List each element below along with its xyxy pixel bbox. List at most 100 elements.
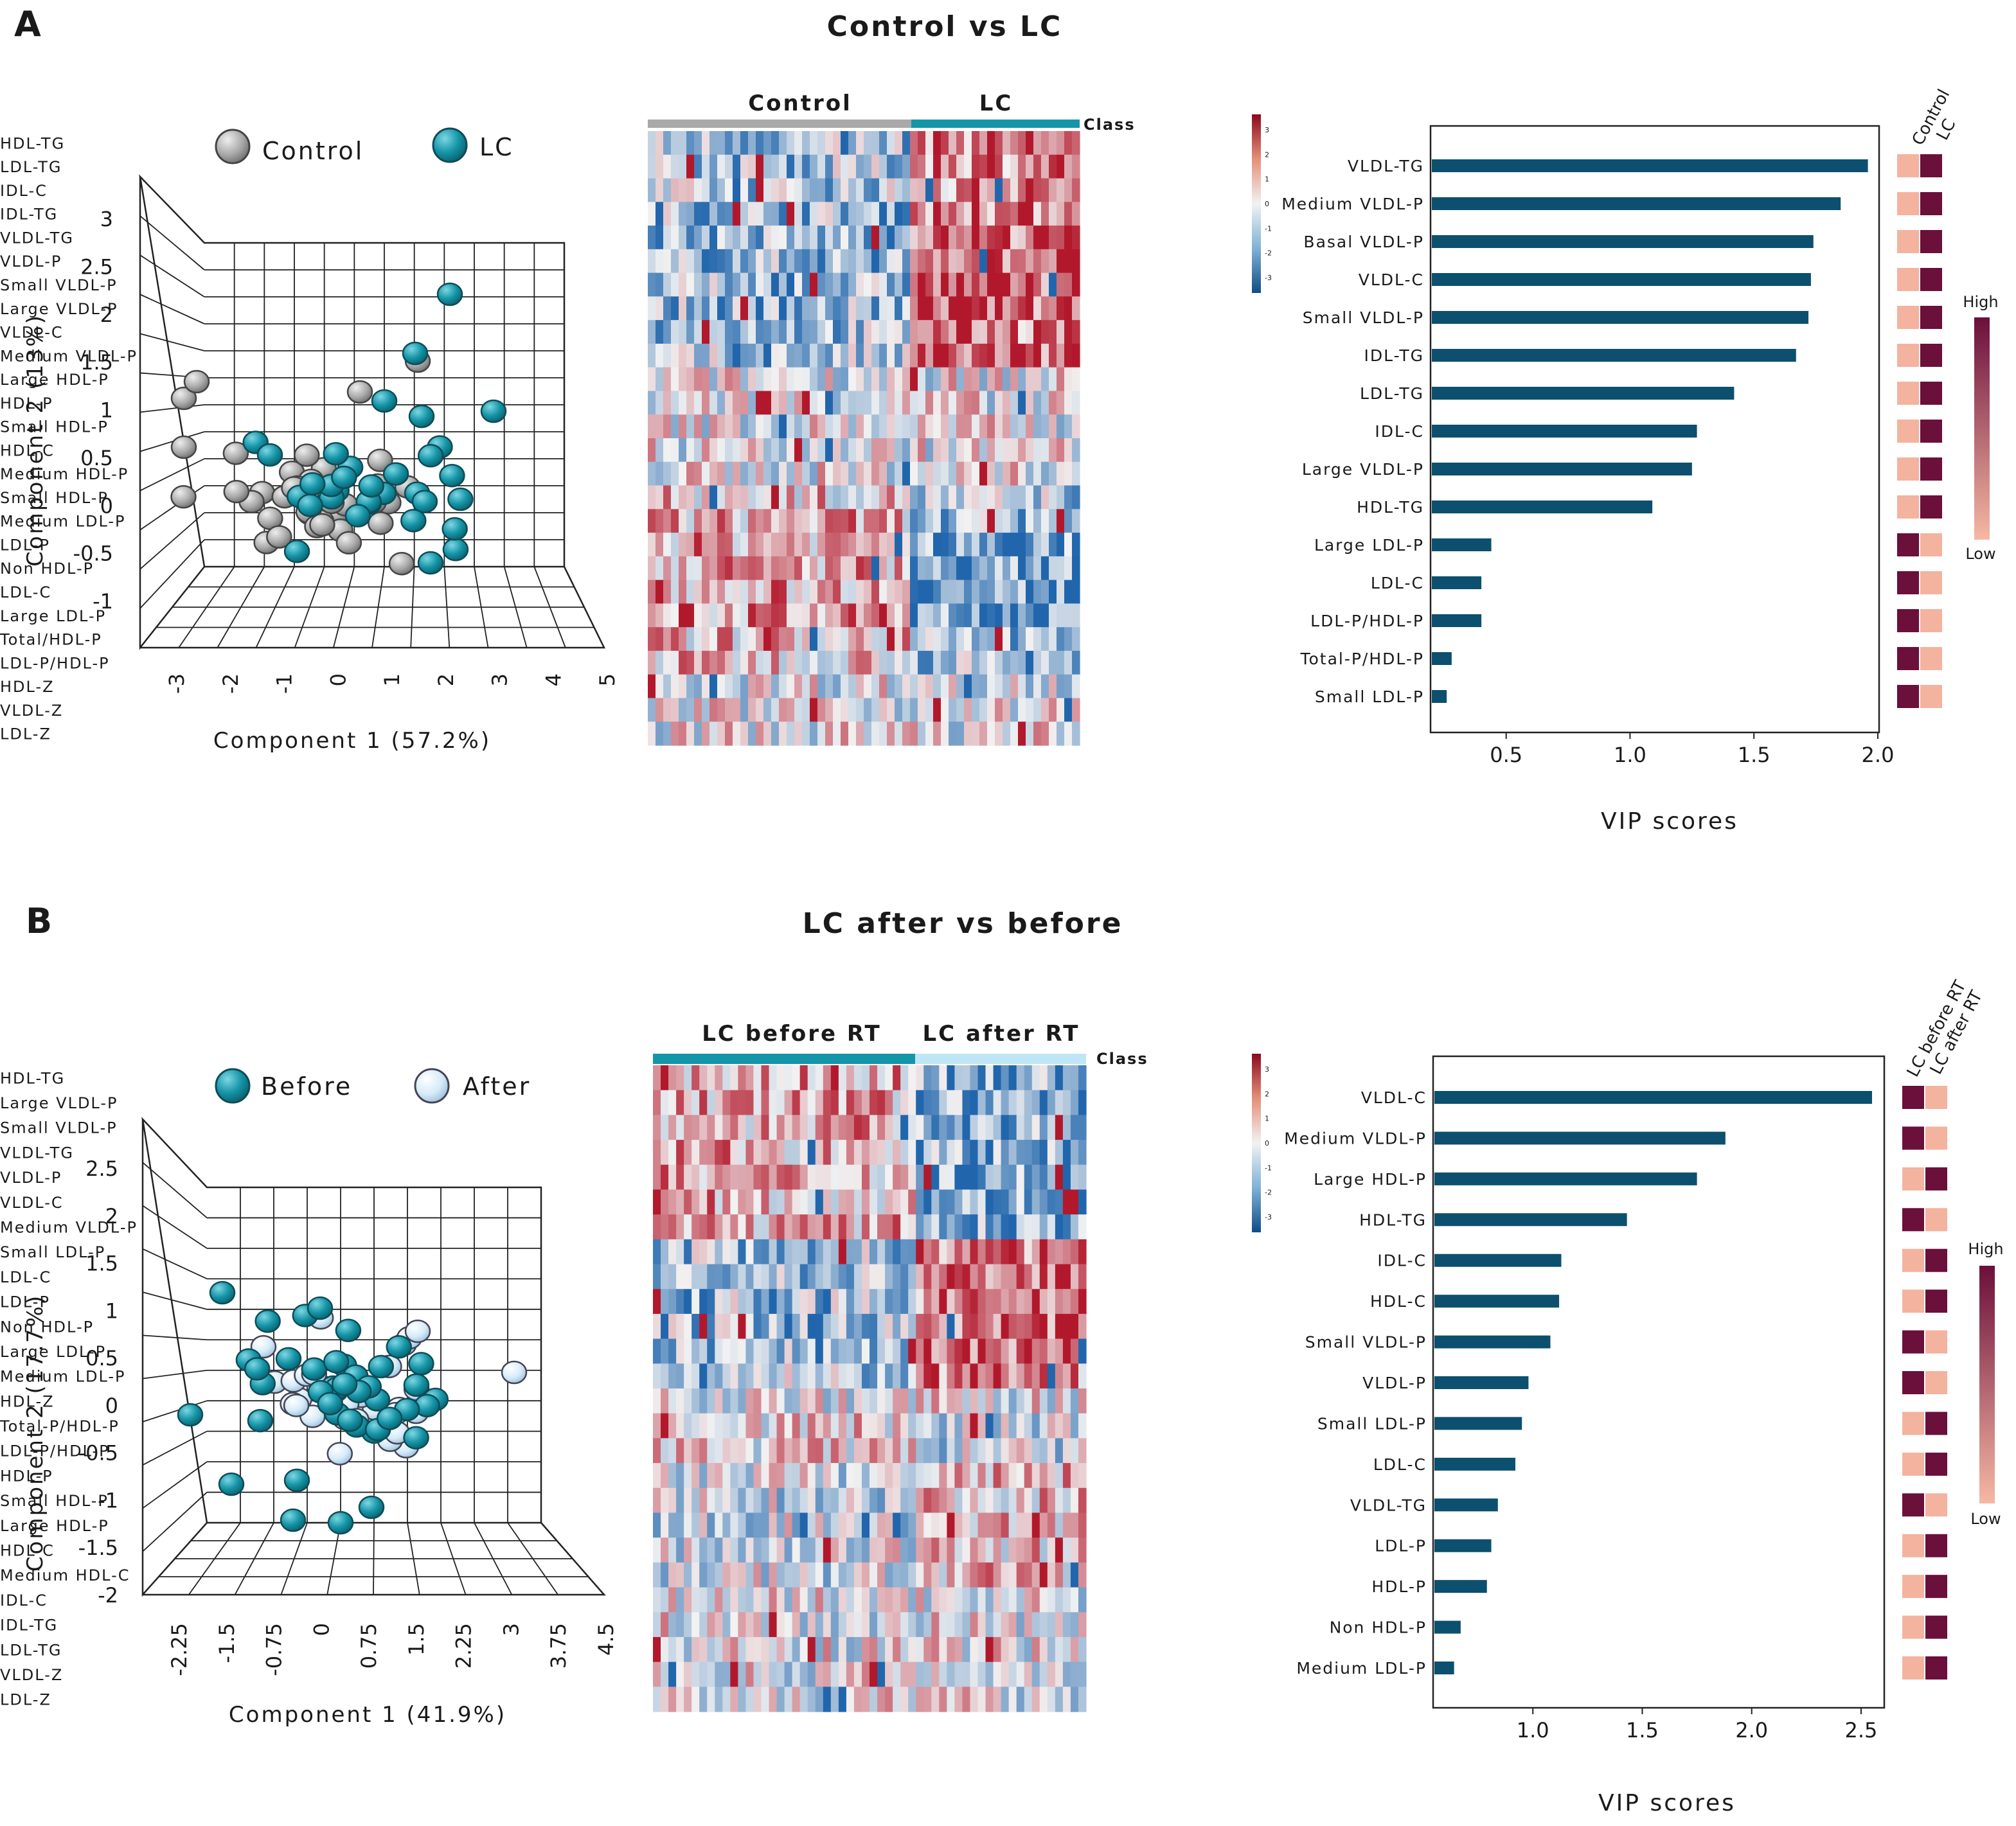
heatmap-cell	[1001, 1636, 1010, 1663]
heatmap-cell	[707, 1438, 715, 1464]
heatmap-cell	[1047, 1612, 1056, 1638]
heatmap-cell	[653, 1612, 661, 1638]
heatmap-cell	[779, 178, 787, 202]
heatmap-cell	[962, 1090, 971, 1115]
heatmap-cell	[740, 226, 749, 250]
heatmap-cell	[1031, 1115, 1040, 1140]
heatmap-cell	[977, 1612, 986, 1638]
heatmap-cell	[954, 1313, 963, 1340]
heatmap-cell	[861, 1214, 870, 1240]
heatmap-cell	[740, 131, 749, 155]
heatmap-cell	[925, 533, 934, 557]
heatmap-cell	[748, 650, 756, 675]
heatmap-cell	[993, 1662, 1002, 1687]
heatmap-cell	[707, 1164, 715, 1191]
heatmap-cell	[1018, 722, 1026, 746]
heatmap-cell	[1072, 391, 1080, 415]
heatmap-cell	[1070, 1538, 1079, 1563]
heatmap-cell	[1031, 1164, 1040, 1191]
x-tick-label: -2.25	[167, 1623, 192, 1676]
heatmap-cell	[933, 722, 941, 746]
heatmap-cell	[1049, 556, 1057, 581]
heatmap-cell	[895, 461, 903, 486]
heatmap-cell	[830, 1463, 839, 1489]
heatmap-cell	[861, 1438, 870, 1464]
heatmap-cell	[1024, 1115, 1033, 1140]
heatmap-cell	[761, 1164, 770, 1191]
heatmap-cell	[995, 485, 1003, 510]
heatmap-cell	[864, 461, 872, 486]
heatmap-cell	[949, 367, 957, 392]
vip-class-cell	[1897, 685, 1919, 708]
heatmap-cell	[1047, 1538, 1056, 1563]
heatmap-cell	[838, 1115, 847, 1140]
heatmap-cell	[1018, 178, 1026, 202]
heatmap-cell	[949, 272, 957, 297]
heatmap-cell	[745, 1140, 754, 1166]
heatmap-cell	[908, 1363, 916, 1389]
heatmap-cell	[841, 391, 849, 415]
x-tick-label: 0	[309, 1623, 334, 1636]
heatmap-cell	[987, 202, 995, 226]
heatmap-cell	[699, 1487, 708, 1514]
heatmap-cell	[702, 722, 710, 746]
heatmap-cell	[661, 1438, 669, 1464]
heatmap-cell	[1026, 296, 1034, 321]
vip-bar-label: Small LDL-P	[1317, 1414, 1427, 1433]
heatmap-cell	[709, 343, 718, 368]
heatmap-cell	[1001, 1388, 1010, 1414]
heatmap-cell	[987, 461, 995, 486]
scatter-b-xlabel: Component 1 (41.9%)	[229, 1702, 506, 1728]
heatmap-cell	[823, 1214, 832, 1240]
heatmap-cell	[779, 296, 787, 321]
heatmap-cell	[725, 320, 733, 344]
heatmap-cell	[825, 533, 834, 557]
heatmap-cell	[949, 343, 957, 368]
heatmap-cell	[702, 674, 710, 699]
heatmap-cell	[972, 698, 980, 722]
heatmap-cell	[1062, 1065, 1071, 1091]
heatmap-cell	[949, 320, 957, 344]
heatmap-cell	[671, 391, 679, 415]
heatmap-cell	[1064, 698, 1073, 722]
heatmap-cell	[825, 580, 834, 604]
heatmap-cell	[807, 1164, 816, 1191]
heatmap-cell	[1078, 1562, 1087, 1588]
heatmap-cell	[954, 1662, 963, 1687]
y-tick-label: 2	[105, 1204, 118, 1228]
heatmap-cell	[830, 1313, 839, 1340]
heatmap-cell	[947, 1636, 955, 1663]
heatmap-cell	[648, 509, 656, 533]
heatmap-cell	[1078, 1612, 1087, 1638]
heatmap-cell	[656, 556, 664, 581]
heatmap-cell	[733, 461, 741, 486]
heatmap-cell	[841, 367, 849, 392]
heatmap-cell	[1057, 202, 1065, 226]
heatmap-cell	[853, 1214, 862, 1240]
heatmap-cell	[676, 1289, 684, 1315]
heatmap-cell	[653, 1090, 661, 1115]
heatmap-cell	[676, 1264, 684, 1290]
heatmap-cell	[653, 1289, 661, 1315]
heatmap-cell	[663, 722, 672, 746]
heatmap-cell	[740, 414, 749, 439]
heatmap-cell	[931, 1214, 940, 1240]
heatmap-cell	[993, 1289, 1002, 1315]
heatmap-cell	[1039, 1214, 1048, 1240]
heatmap-cell	[1062, 1463, 1071, 1489]
heatmap-cell	[648, 343, 656, 368]
heatmap-cell	[972, 320, 980, 344]
heatmap-cell	[794, 650, 803, 675]
heatmap-cell	[933, 533, 941, 557]
heatmap-cell	[918, 650, 926, 675]
heatmap-cell	[853, 1538, 862, 1563]
scatter-point	[403, 1426, 429, 1449]
heatmap-cell	[817, 131, 826, 155]
heatmap-cell	[900, 1587, 909, 1613]
heatmap-cell	[817, 580, 826, 604]
heatmap-cell	[761, 1313, 770, 1340]
heatmap-cell	[841, 438, 849, 463]
heatmap-cell	[691, 1164, 700, 1191]
heatmap-cell	[1024, 1065, 1033, 1091]
vip-class-cell	[1897, 268, 1919, 291]
